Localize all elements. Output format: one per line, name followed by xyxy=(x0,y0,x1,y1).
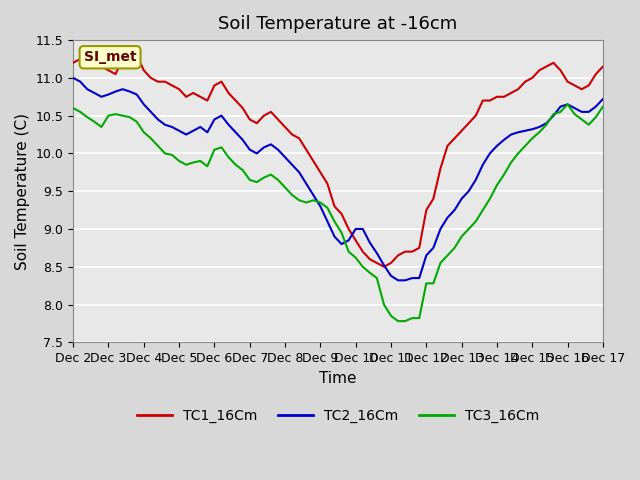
Legend: TC1_16Cm, TC2_16Cm, TC3_16Cm: TC1_16Cm, TC2_16Cm, TC3_16Cm xyxy=(131,404,545,429)
Y-axis label: Soil Temperature (C): Soil Temperature (C) xyxy=(15,113,30,270)
Text: SI_met: SI_met xyxy=(84,50,136,64)
Title: Soil Temperature at -16cm: Soil Temperature at -16cm xyxy=(218,15,458,33)
X-axis label: Time: Time xyxy=(319,371,356,385)
